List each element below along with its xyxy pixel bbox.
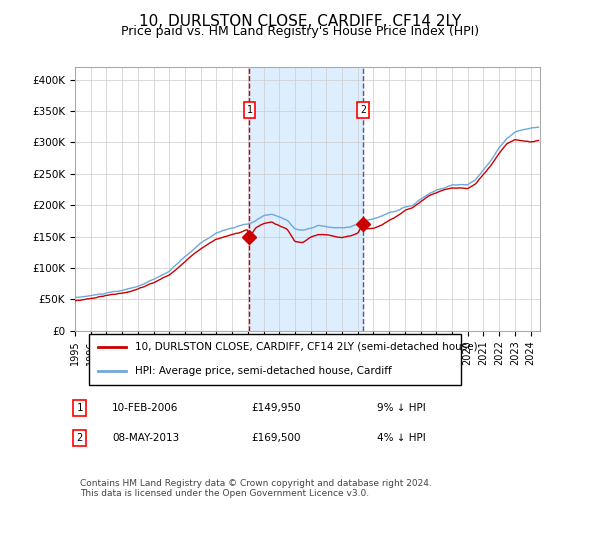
Text: 4% ↓ HPI: 4% ↓ HPI	[377, 433, 426, 443]
Text: £149,950: £149,950	[252, 403, 301, 413]
FancyBboxPatch shape	[89, 334, 461, 385]
Bar	[250, 67, 363, 331]
Text: 1: 1	[77, 403, 83, 413]
Text: 2: 2	[361, 105, 366, 115]
Text: 08-MAY-2013: 08-MAY-2013	[112, 433, 179, 443]
Text: 9% ↓ HPI: 9% ↓ HPI	[377, 403, 426, 413]
Text: Contains HM Land Registry data © Crown copyright and database right 2024.
This d: Contains HM Land Registry data © Crown c…	[80, 479, 431, 498]
Text: HPI: Average price, semi-detached house, Cardiff: HPI: Average price, semi-detached house,…	[136, 366, 392, 376]
Text: 1: 1	[247, 105, 253, 115]
Text: 10, DURLSTON CLOSE, CARDIFF, CF14 2LY: 10, DURLSTON CLOSE, CARDIFF, CF14 2LY	[139, 14, 461, 29]
Text: £169,500: £169,500	[252, 433, 301, 443]
Text: 10, DURLSTON CLOSE, CARDIFF, CF14 2LY (semi-detached house): 10, DURLSTON CLOSE, CARDIFF, CF14 2LY (s…	[136, 342, 478, 352]
Text: 2: 2	[77, 433, 83, 443]
Text: 10-FEB-2006: 10-FEB-2006	[112, 403, 179, 413]
Text: Price paid vs. HM Land Registry's House Price Index (HPI): Price paid vs. HM Land Registry's House …	[121, 25, 479, 38]
